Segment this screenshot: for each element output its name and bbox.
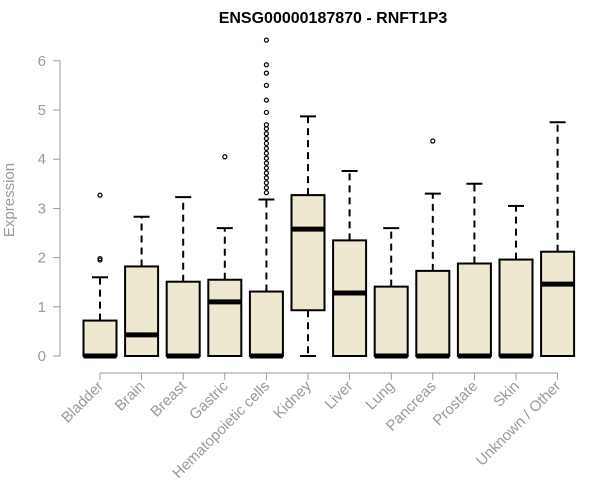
outlier-point [263, 82, 269, 89]
outlier-point [222, 154, 228, 160]
outlier-point [263, 175, 269, 181]
outlier-point [263, 37, 269, 43]
outlier-point [263, 170, 269, 176]
outlier-point [263, 155, 269, 161]
y-tick-label: 1 [38, 299, 46, 316]
boxes [82, 37, 576, 359]
outlier-point [263, 70, 269, 76]
outlier-point [430, 138, 436, 144]
box-hematopoietic-cells [248, 37, 284, 359]
box-pancreas [415, 138, 451, 359]
box-breast [165, 196, 201, 359]
y-tick-label: 4 [38, 151, 46, 168]
box-lung [373, 227, 409, 359]
box-iqr [207, 278, 243, 357]
box-brain [124, 215, 160, 357]
y-axis: 0 1 2 3 4 5 6 [38, 53, 61, 365]
y-axis-label: Expression [1, 163, 18, 237]
y-tick-label: 6 [38, 53, 46, 70]
outlier-point [263, 150, 269, 156]
x-tick-label: Skin [490, 378, 523, 411]
chart-title: ENSG00000187870 - RNFT1P3 [219, 10, 448, 27]
box-iqr [415, 269, 451, 357]
outlier-point [263, 165, 269, 171]
x-tick-label: Lung [362, 378, 398, 414]
x-tick-label: Breast [147, 377, 190, 420]
outlier-point [263, 131, 269, 137]
box-skin [498, 204, 534, 359]
box-iqr [498, 258, 534, 357]
box-gastric [207, 154, 243, 357]
x-tick-label: Bladder [58, 378, 107, 427]
outlier-point [263, 97, 269, 103]
y-tick-label: 5 [38, 102, 46, 119]
x-tick-label: Kidney [270, 377, 315, 422]
box-iqr [332, 239, 368, 358]
outlier-point [263, 185, 269, 191]
outlier-point [263, 190, 269, 196]
outlier-point [97, 255, 103, 262]
x-tick-label: Liver [321, 378, 356, 413]
outlier-point [263, 180, 269, 186]
box-iqr [373, 285, 409, 357]
box-bladder [82, 192, 118, 359]
box-iqr [248, 290, 284, 358]
box-prostate [456, 182, 492, 359]
x-tick-label: Brain [112, 378, 149, 415]
x-tick-label: Prostate [430, 378, 482, 430]
outlier-point [263, 135, 269, 142]
box-iqr [82, 319, 118, 357]
box-iqr [124, 265, 160, 357]
box-iqr [456, 262, 492, 357]
box-iqr [165, 280, 201, 358]
box-kidney [290, 115, 326, 357]
outlier-point [263, 160, 269, 166]
outlier-point [263, 145, 269, 151]
box-iqr [540, 250, 576, 357]
box-unknown-other [540, 121, 576, 357]
outlier-point [263, 140, 269, 147]
outlier-point [97, 192, 103, 198]
outlier-point [263, 109, 269, 116]
box-liver [332, 170, 368, 358]
y-tick-label: 2 [38, 250, 46, 267]
outlier-point [263, 122, 269, 128]
box-iqr [290, 194, 326, 312]
y-tick-label: 3 [38, 200, 46, 217]
outlier-point [263, 62, 269, 68]
y-tick-label: 0 [38, 348, 46, 365]
